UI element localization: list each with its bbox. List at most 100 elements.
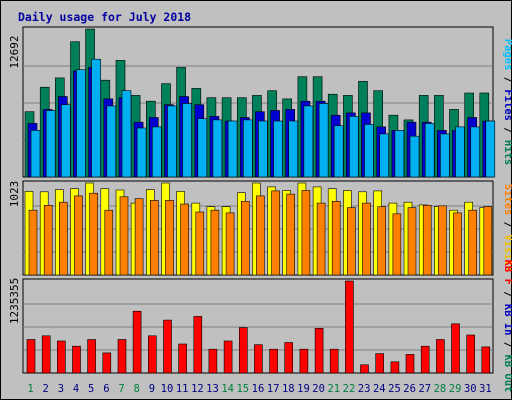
bar-kbytes-kb-f [178,343,187,374]
x-tick-label: 10 [161,383,174,395]
bar-kbytes-kb-f [420,345,430,374]
bar-hits-pages [394,130,405,178]
bar-visits-sites [58,201,68,276]
legend-hits-label: Hits [502,140,512,165]
bar-hits-pages [258,120,268,178]
legend-visits: Sites / Visits [502,184,512,273]
bar-visits-sites [483,206,493,276]
bar-visits-sites [438,205,447,276]
bar-visits-sites [43,205,53,276]
bar-hits-pages [273,120,283,178]
bar-visits-sites [422,205,432,276]
bar-kbytes-kb-f [345,280,354,374]
bar-hits-pages [243,119,253,178]
bar-hits-pages [167,105,177,178]
bar-kbytes-kb-f [193,316,203,374]
bar-visits-sites [104,209,114,276]
bar-kbytes-kb-f [132,310,142,374]
legend-pages: Pages [502,39,512,71]
x-tick-label: 16 [252,383,265,395]
x-tick-label: 25 [388,383,401,395]
x-tick-label: 23 [358,383,371,395]
y-max-visits: 1023 [8,181,21,208]
bar-hits-pages [318,103,329,178]
bar-hits-pages [227,120,238,178]
bar-visits-sites [210,209,220,276]
bar-kbytes-kb-f [375,353,385,374]
bar-hits-pages [440,133,450,178]
bar-kbytes-kb-f [284,342,294,374]
x-tick-label: 12 [191,383,204,395]
bar-hits-pages [379,133,390,178]
x-tick-label: 28 [434,383,447,395]
bar-kbytes-kb-f [299,348,309,374]
y-max-kbytes: 1235355 [8,278,21,324]
legend-kbf: KB F [502,260,512,285]
bar-kbytes-kb-f [208,348,218,374]
x-tick-label: 1 [27,383,33,395]
legend-kbout: KB Out [502,354,512,392]
x-tick-label: 30 [464,383,477,395]
bar-hits-pages [409,135,420,178]
bar-hits-pages [91,58,101,178]
bar-hits-pages [349,116,359,178]
bar-visits-sites [377,206,387,276]
bar-hits-pages [121,90,132,178]
bar-visits-sites [301,190,311,276]
x-tick-label: 4 [73,383,79,395]
bar-hits-pages [455,126,465,178]
bar-kbytes-kb-f [481,346,491,374]
bar-kbytes-kb-f [148,335,157,374]
bar-visits-sites [180,203,189,276]
bar-hits-pages [30,130,41,178]
bar-visits-sites [316,202,326,276]
x-tick-label: 20 [312,383,325,395]
bar-visits-sites [119,196,129,276]
x-tick-label: 15 [236,383,249,395]
bar-visits-sites [28,209,38,276]
chart-title: Daily usage for July 2018 [18,10,191,24]
bar-hits-pages [333,125,344,178]
bar-kbytes-kb-f [26,339,36,374]
bar-visits-sites [225,212,235,276]
bar-kbytes-kb-f [41,335,51,374]
bar-hits-pages [470,126,481,178]
x-tick-label: 22 [343,383,356,395]
bar-visits-sites [392,213,402,276]
bar-hits-pages [152,126,162,178]
bar-kbytes-kb-f [360,364,369,374]
legend-sep: / [502,70,512,89]
bars-layer [23,28,496,374]
bar-hits-pages [364,124,374,178]
x-tick-label: 31 [479,383,492,395]
bar-hits-pages [60,104,71,178]
legend-visits-label: Visits [502,234,512,272]
bar-kbytes-kb-f [390,361,400,374]
x-tick-label: 7 [118,383,124,395]
bar-kbytes-kb-f [102,352,112,374]
x-tick-label: 29 [449,383,462,395]
bar-kbytes-kb-f [87,339,96,374]
bar-visits-sites [256,195,265,276]
bar-kbytes-kb-f [451,323,460,374]
y-max-hits: 12692 [8,35,21,68]
bar-kbytes-kb-f [269,348,278,374]
x-tick-label: 11 [176,383,189,395]
bar-visits-sites [286,193,296,276]
x-tick-label: 24 [373,383,386,395]
bar-visits-sites [134,198,144,276]
x-tick-label: 17 [267,383,280,395]
bar-kbytes-kb-f [117,339,127,374]
bar-kbytes-kb-f [72,345,81,374]
bar-hits-pages [485,120,496,178]
x-tick-label: 18 [282,383,295,395]
x-tick-label: 5 [88,383,94,395]
bar-hits-pages [197,118,208,178]
bar-visits-sites [74,195,83,276]
x-tick-label: 26 [403,383,416,395]
bar-visits-sites [271,190,280,276]
bar-visits-sites [453,212,462,276]
bar-hits-pages [212,119,223,178]
x-tick-label: 6 [103,383,109,395]
